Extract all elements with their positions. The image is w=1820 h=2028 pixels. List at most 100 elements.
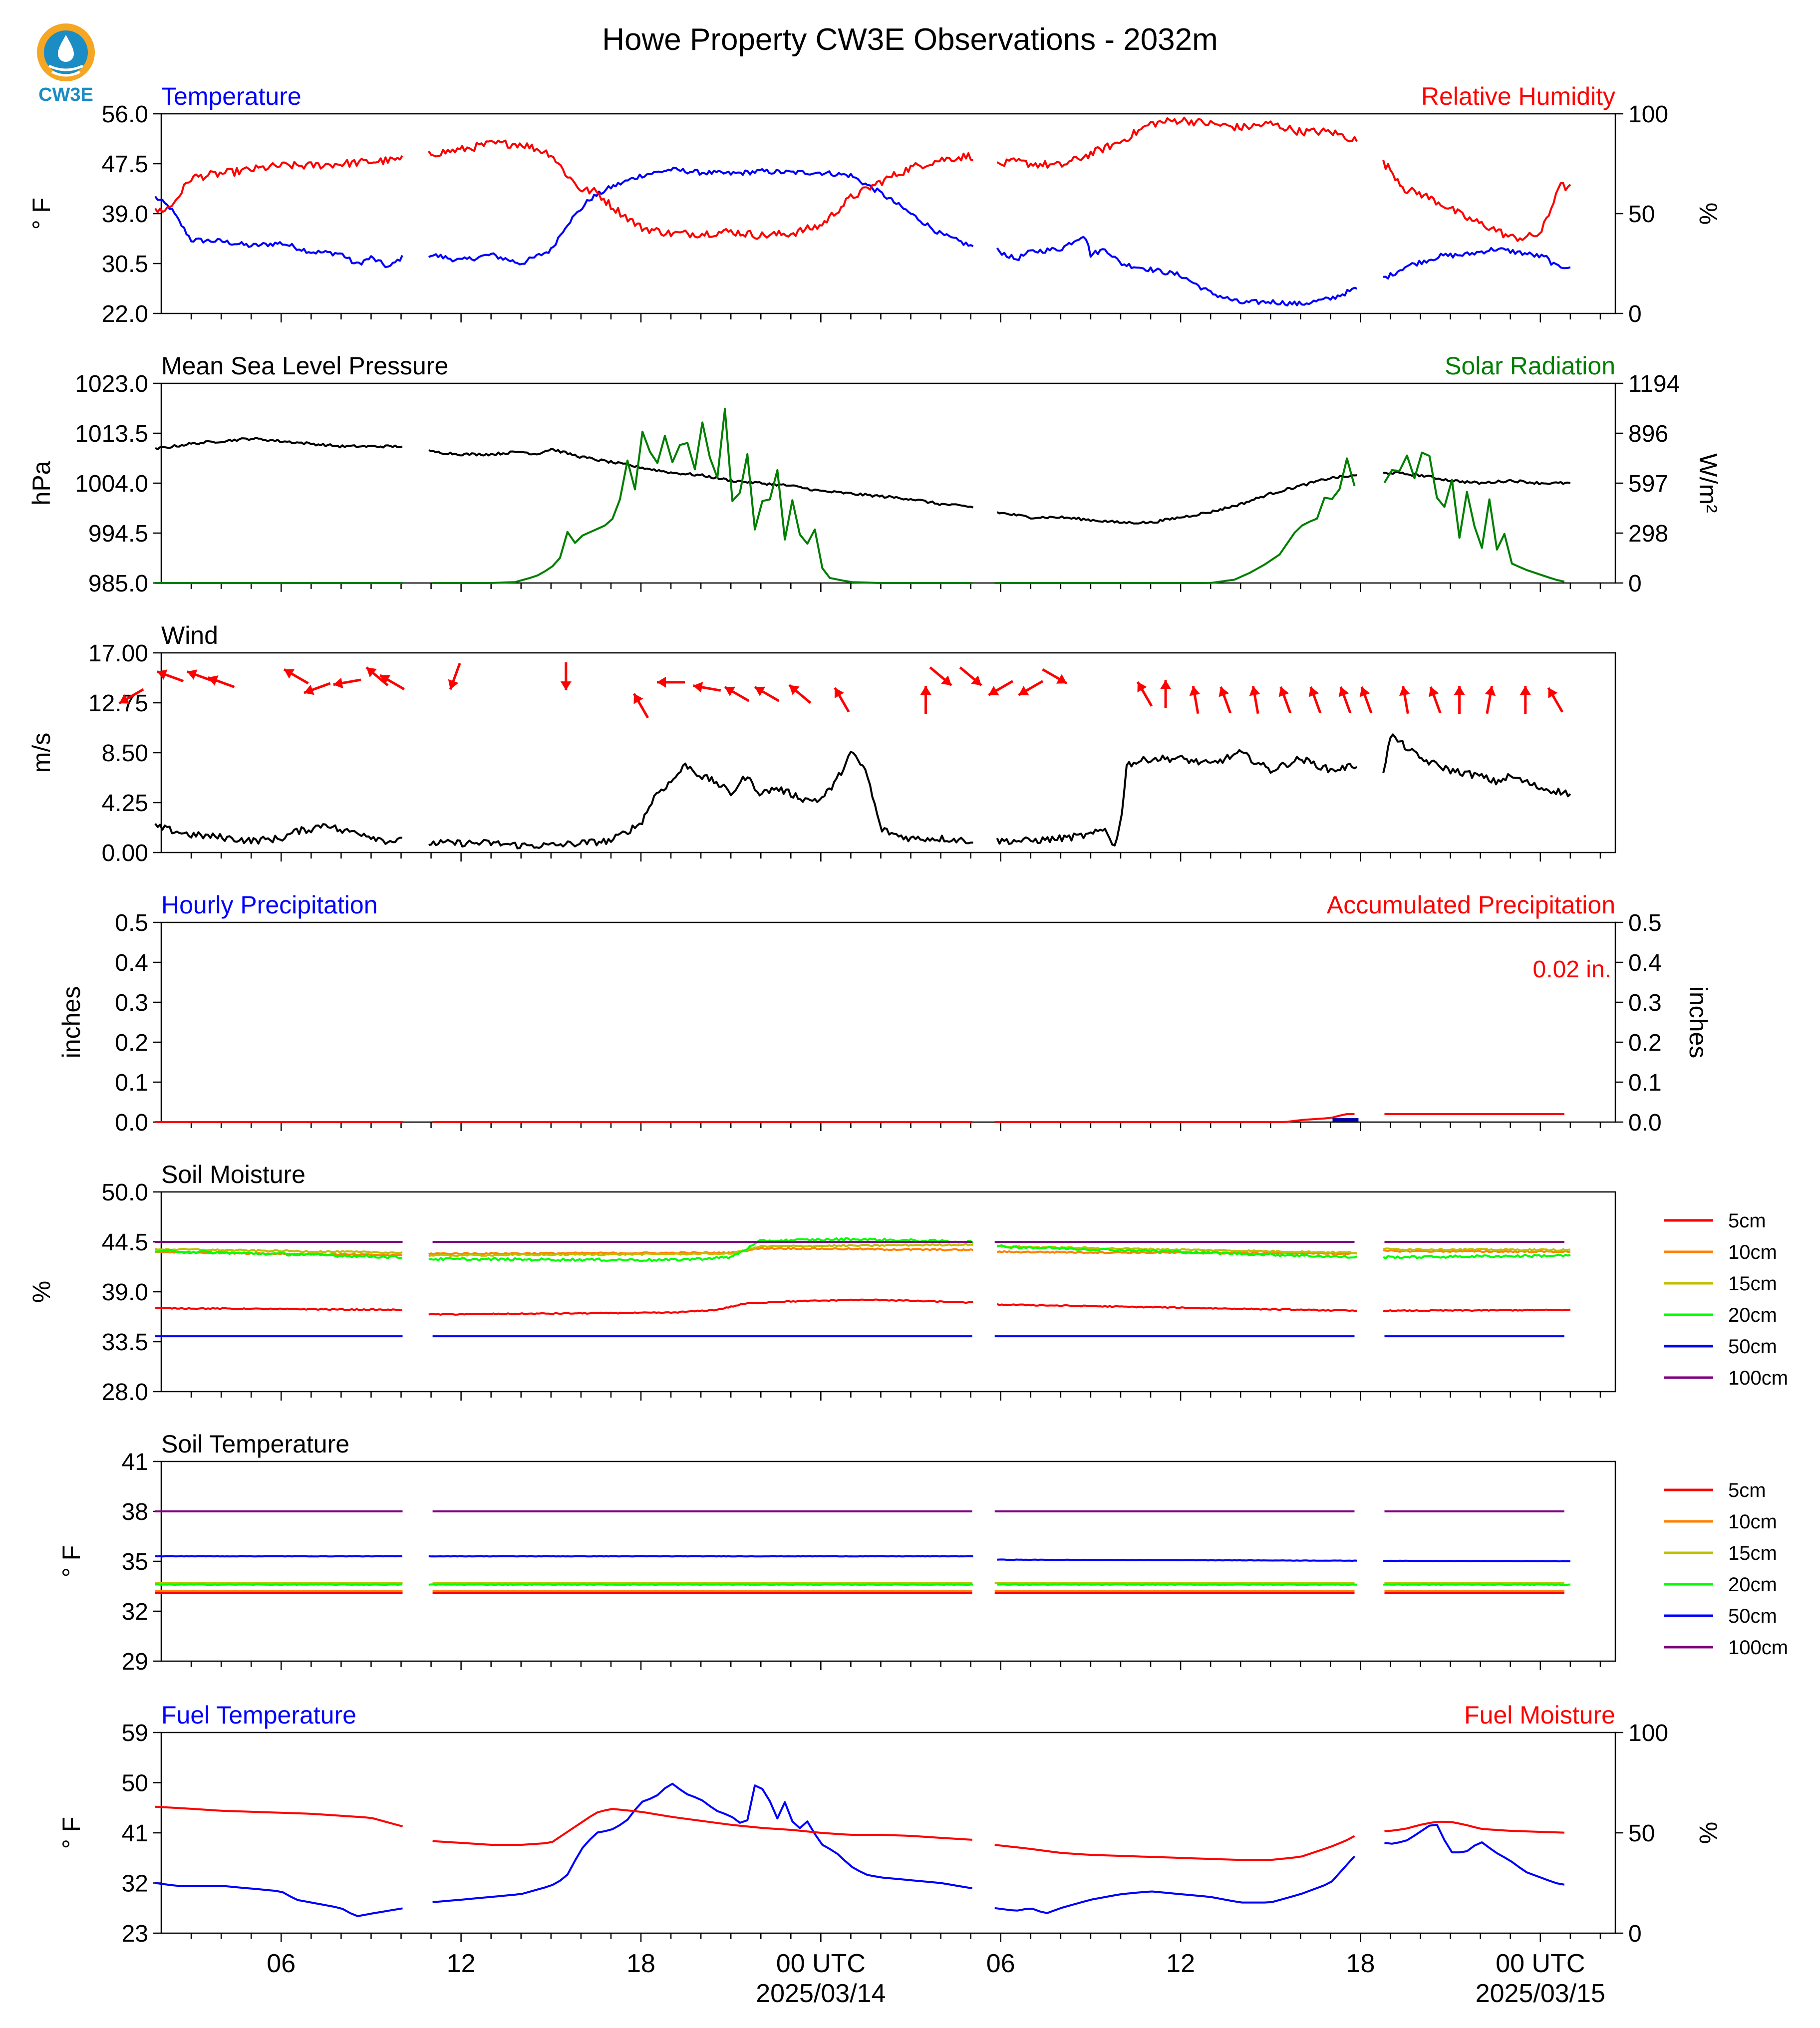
- wind-arrow: [1189, 686, 1201, 714]
- panel-title-left: Wind: [161, 621, 218, 649]
- y-tick-label-left: 32: [122, 1599, 148, 1625]
- y-tick-label-left: 44.5: [102, 1229, 148, 1256]
- series-line-20cm: [155, 1583, 1571, 1586]
- wind-arrow: [1308, 686, 1322, 714]
- legend-entry: 5cm: [1664, 1479, 1766, 1501]
- legend-entry: 50cm: [1664, 1336, 1777, 1358]
- wind-arrow: [448, 662, 461, 690]
- x-date-label: 2025/03/15: [1476, 1979, 1605, 2008]
- legend-label: 10cm: [1728, 1511, 1777, 1533]
- wind-arrow-head: [448, 679, 459, 690]
- wind-arrow: [1399, 686, 1410, 714]
- panel-title-right: Fuel Moisture: [1464, 1701, 1615, 1729]
- series-line: [155, 408, 1565, 584]
- y-tick-label-left: 38: [122, 1499, 148, 1525]
- logo-graphic: CW3E: [37, 23, 95, 105]
- y-tick-label-left: 0.1: [115, 1070, 148, 1096]
- y-tick-label-right: 0: [1628, 301, 1642, 327]
- x-tick-label: 12: [447, 1949, 476, 1978]
- y-axis-label-right: inches: [1684, 986, 1712, 1059]
- wind-arrow-head: [304, 684, 314, 695]
- wind-arrow-head: [1454, 686, 1465, 695]
- wind-arrow-head: [920, 686, 931, 695]
- wind-arrow-head: [187, 669, 198, 680]
- wind-arrow: [379, 674, 405, 690]
- wind-arrow: [1278, 686, 1292, 714]
- legend-label: 50cm: [1728, 1336, 1777, 1358]
- wind-arrow-head: [380, 675, 391, 685]
- x-tick-label: 06: [267, 1949, 296, 1978]
- y-tick-label-left: 22.0: [102, 301, 148, 327]
- legend-entry: 5cm: [1664, 1210, 1766, 1232]
- wind-arrow: [1519, 686, 1531, 714]
- wind-arrow: [1485, 686, 1496, 714]
- y-tick-label-left: 41: [122, 1820, 148, 1847]
- x-tick-label: 00 UTC: [1496, 1949, 1585, 1978]
- y-tick-label-left: 1023.0: [75, 371, 148, 397]
- wind-arrow: [988, 680, 1014, 696]
- wind-arrow: [788, 684, 812, 704]
- plot-frame: [160, 1732, 1616, 1934]
- y-tick-label-left: 1013.5: [75, 421, 148, 447]
- wind-arrow: [118, 688, 144, 705]
- wind-arrow-head: [333, 677, 343, 689]
- wind-arrow-head: [941, 675, 952, 686]
- y-tick-label-left: 994.5: [88, 521, 148, 547]
- wind-arrow-head: [1249, 686, 1260, 696]
- panel-title-right: Solar Radiation: [1445, 352, 1615, 380]
- page-title: Howe Property CW3E Observations - 2032m: [602, 22, 1218, 57]
- wind-arrow-head: [1359, 686, 1370, 697]
- wind-arrow: [1218, 686, 1232, 714]
- y-tick-label-left: 39.0: [102, 201, 148, 228]
- legend-label: 50cm: [1728, 1605, 1777, 1627]
- wind-arrow-head: [724, 686, 735, 696]
- y-tick-label-right: 0: [1628, 571, 1642, 597]
- x-tick-label: 00 UTC: [776, 1949, 866, 1978]
- y-tick-label-left: 39.0: [102, 1279, 148, 1306]
- y-tick-label-right: 50: [1628, 201, 1655, 228]
- wind-arrow: [1338, 686, 1352, 714]
- wind-arrow-head: [119, 694, 130, 704]
- wind-arrow-head: [157, 669, 168, 680]
- y-axis-label-right: %: [1694, 1822, 1722, 1844]
- y-tick-label-right: 0.5: [1628, 910, 1662, 936]
- y-tick-label-right: 0.0: [1628, 1110, 1662, 1136]
- x-date-label: 2025/03/14: [756, 1979, 886, 2008]
- y-tick-label-left: 17.00: [88, 640, 148, 667]
- wind-arrow: [959, 666, 982, 686]
- x-tick-label: 06: [986, 1949, 1015, 1978]
- legend-label: 20cm: [1728, 1304, 1777, 1326]
- wind-arrow: [207, 675, 235, 688]
- panel-pressure_solar: Mean Sea Level Pressure Solar Radiation 10…: [27, 352, 1722, 597]
- legend-entry: 50cm: [1664, 1605, 1777, 1627]
- y-tick-label-right: 896: [1628, 421, 1668, 447]
- legend-entry: 100cm: [1664, 1637, 1788, 1659]
- y-tick-label-right: 100: [1628, 101, 1668, 128]
- y-tick-label-left: 0.5: [115, 910, 148, 936]
- legend-label: 5cm: [1728, 1479, 1766, 1501]
- wind-arrow: [333, 677, 361, 689]
- wind-arrow: [1249, 686, 1260, 714]
- y-tick-label-right: 0.4: [1628, 950, 1662, 976]
- wind-arrow: [560, 662, 572, 691]
- series-line: [154, 166, 1571, 306]
- legend-entry: 15cm: [1664, 1273, 1777, 1295]
- y-tick-label-left: 33.5: [102, 1329, 148, 1356]
- y-tick-label-left: 59: [122, 1720, 148, 1746]
- wind-arrow-head: [1428, 686, 1439, 697]
- wind-arrow-head: [1399, 686, 1410, 696]
- wind-arrow-head: [693, 682, 703, 693]
- series-line-50cm: [155, 1555, 1570, 1563]
- y-tick-label-right: 50: [1628, 1820, 1655, 1847]
- series-line-20cm: [155, 1237, 1571, 1262]
- plot-frame: [160, 921, 1616, 1123]
- legend-label: 15cm: [1728, 1273, 1777, 1295]
- y-axis-label-right: W/m²: [1694, 453, 1722, 513]
- y-tick-label-right: 0: [1628, 1921, 1642, 1947]
- y-tick-label-left: 56.0: [102, 101, 148, 128]
- y-tick-label-left: 8.50: [102, 740, 148, 767]
- series-line: [155, 437, 1571, 525]
- y-tick-label-left: 985.0: [88, 571, 148, 597]
- wind-arrow-head: [560, 681, 572, 691]
